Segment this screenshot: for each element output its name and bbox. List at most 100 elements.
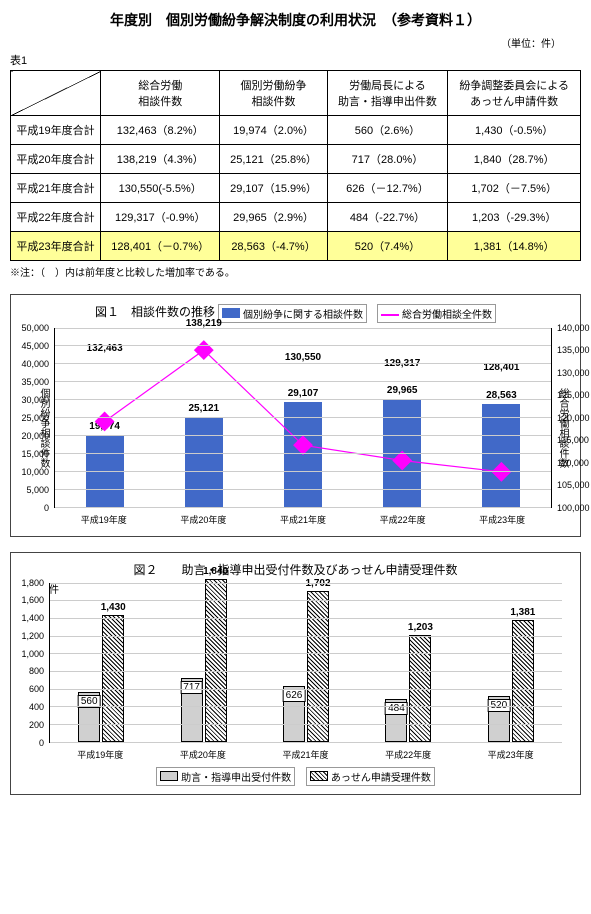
unit-label: （単位：件） <box>10 35 561 50</box>
axis-tick: 20,000 <box>21 431 49 441</box>
table-row: 平成22年度合計129,317（-0.9%）29,965（2.9%）484（-2… <box>11 203 581 232</box>
x-label: 平成23年度 <box>452 510 552 528</box>
col-header: 紛争調整委員会によるあっせん申請件数 <box>448 71 581 116</box>
x-label: 平成22年度 <box>357 745 460 763</box>
axis-tick: 40,000 <box>21 359 49 369</box>
chart2-box: 図２ 助言・指導申出受付件数及びあっせん申請受理件数 件 02004006008… <box>10 552 581 795</box>
axis-tick: 140,000 <box>557 323 590 333</box>
bar-label: 1,203 <box>408 622 433 633</box>
x-label: 平成23年度 <box>459 745 562 763</box>
bar: 1,430 <box>102 615 124 741</box>
cell: 560（2.6%） <box>327 116 448 145</box>
chart2-legend: 助言・指導申出受付件数 あっせん申請受理件数 <box>19 767 572 786</box>
bar-group: 484 1,203 <box>357 583 459 742</box>
bar-group: 6261,702 <box>255 583 357 742</box>
axis-tick: 30,000 <box>21 395 49 405</box>
axis-tick: 1,200 <box>21 631 44 641</box>
cell: 28,563（-4.7%） <box>220 232 327 261</box>
cell: 1,840（28.7%） <box>448 145 581 174</box>
axis-tick: 45,000 <box>21 341 49 351</box>
bar: 1,702 <box>307 591 329 741</box>
col-header: 個別労働紛争相談件数 <box>220 71 327 116</box>
table-row: 平成20年度合計138,219（4.3%）25,121（25.8%）717（28… <box>11 145 581 174</box>
legend-item: 個別紛争に関する相談件数 <box>218 304 367 323</box>
cell: 1,702（－7.5%） <box>448 174 581 203</box>
diag-header <box>11 71 101 116</box>
x-label: 平成21年度 <box>253 510 353 528</box>
bar-label: 520 <box>487 699 510 712</box>
legend-item: 総合労働相談全件数 <box>377 304 496 323</box>
axis-tick: 15,000 <box>21 449 49 459</box>
axis-tick: 1,400 <box>21 613 44 623</box>
cell: 130,550(-5.5%） <box>101 174 220 203</box>
cell: 717（28.0%） <box>327 145 448 174</box>
axis-tick: 0 <box>39 738 44 748</box>
axis-tick: 135,000 <box>557 345 590 355</box>
table-row: 平成19年度合計132,463（8.2%）19,974（2.0%）560（2.6… <box>11 116 581 145</box>
bar-label: 1,381 <box>510 607 535 618</box>
axis-tick: 400 <box>29 702 44 712</box>
chart1-area: 個別紛争相談件数 総合労働相談件数 05,00010,00015,00020,0… <box>54 328 552 528</box>
cell: 484（-22.7%） <box>327 203 448 232</box>
row-label: 平成21年度合計 <box>11 174 101 203</box>
chart2-title: 図２ 助言・指導申出受付件数及びあっせん申請受理件数 <box>133 561 457 578</box>
bar-group: 5601,430 <box>50 583 152 742</box>
x-label: 平成20年度 <box>152 745 255 763</box>
cell: 520（7.4%） <box>327 232 448 261</box>
chart1-legend: 個別紛争に関する相談件数総合労働相談全件数 <box>218 304 496 323</box>
axis-tick: 1,600 <box>21 595 44 605</box>
bar-label: 484 <box>385 702 408 715</box>
bar-label: 1,702 <box>306 578 331 589</box>
cell: 138,219（4.3%） <box>101 145 220 174</box>
chart1-box: 図１ 相談件数の推移 個別紛争に関する相談件数総合労働相談全件数 個別紛争相談件… <box>10 294 581 537</box>
axis-tick: 0 <box>44 503 49 513</box>
bar-group: 7171,840 <box>152 583 254 742</box>
chart2-area: 件 02004006008001,0001,2001,4001,6001,800… <box>49 583 562 763</box>
data-table: 総合労働相談件数個別労働紛争相談件数労働局長による助言・指導申出件数紛争調整委員… <box>10 70 581 261</box>
cell: 1,381（14.8%） <box>448 232 581 261</box>
cell: 29,107（15.9%） <box>220 174 327 203</box>
cell: 128,401（－0.7%） <box>101 232 220 261</box>
table-row: 平成21年度合計130,550(-5.5%）29,107（15.9%）626（－… <box>11 174 581 203</box>
axis-tick: 105,000 <box>557 480 590 490</box>
x-label: 平成21年度 <box>254 745 357 763</box>
axis-tick: 100,000 <box>557 503 590 513</box>
axis-tick: 130,000 <box>557 368 590 378</box>
bar: 484 <box>385 699 407 742</box>
x-label: 平成19年度 <box>49 745 152 763</box>
axis-tick: 35,000 <box>21 377 49 387</box>
axis-tick: 5,000 <box>26 485 49 495</box>
row-label: 平成22年度合計 <box>11 203 101 232</box>
axis-tick: 1,000 <box>21 649 44 659</box>
table-row: 平成23年度合計128,401（－0.7%）28,563（-4.7%）520（7… <box>11 232 581 261</box>
axis-tick: 50,000 <box>21 323 49 333</box>
axis-tick: 10,000 <box>21 467 49 477</box>
col-header: 労働局長による助言・指導申出件数 <box>327 71 448 116</box>
cell: 29,965（2.9%） <box>220 203 327 232</box>
bar-label: 1,840 <box>203 566 228 577</box>
bar: 520 <box>488 696 510 742</box>
cell: 25,121（25.8%） <box>220 145 327 174</box>
x-label: 平成19年度 <box>54 510 154 528</box>
axis-tick: 600 <box>29 684 44 694</box>
bar-label: 626 <box>283 689 306 702</box>
x-label: 平成20年度 <box>154 510 254 528</box>
axis-tick: 125,000 <box>557 390 590 400</box>
cell: 1,430（-0.5%） <box>448 116 581 145</box>
axis-tick: 800 <box>29 666 44 676</box>
cell: 129,317（-0.9%） <box>101 203 220 232</box>
cell: 1,203（-29.3%） <box>448 203 581 232</box>
axis-tick: 110,000 <box>557 458 589 468</box>
table-note: ※注：（ ）内は前年度と比較した増加率である。 <box>10 264 581 279</box>
cell: 132,463（8.2%） <box>101 116 220 145</box>
col-header: 総合労働相談件数 <box>101 71 220 116</box>
row-label: 平成23年度合計 <box>11 232 101 261</box>
axis-tick: 200 <box>29 720 44 730</box>
bar: 1,840 <box>205 579 227 742</box>
line-label: 130,550 <box>285 352 321 363</box>
axis-tick: 1,800 <box>21 578 44 588</box>
bar: 560 <box>78 692 100 741</box>
axis-tick: 25,000 <box>21 413 49 423</box>
x-label: 平成22年度 <box>353 510 453 528</box>
table-label: 表1 <box>10 52 581 68</box>
